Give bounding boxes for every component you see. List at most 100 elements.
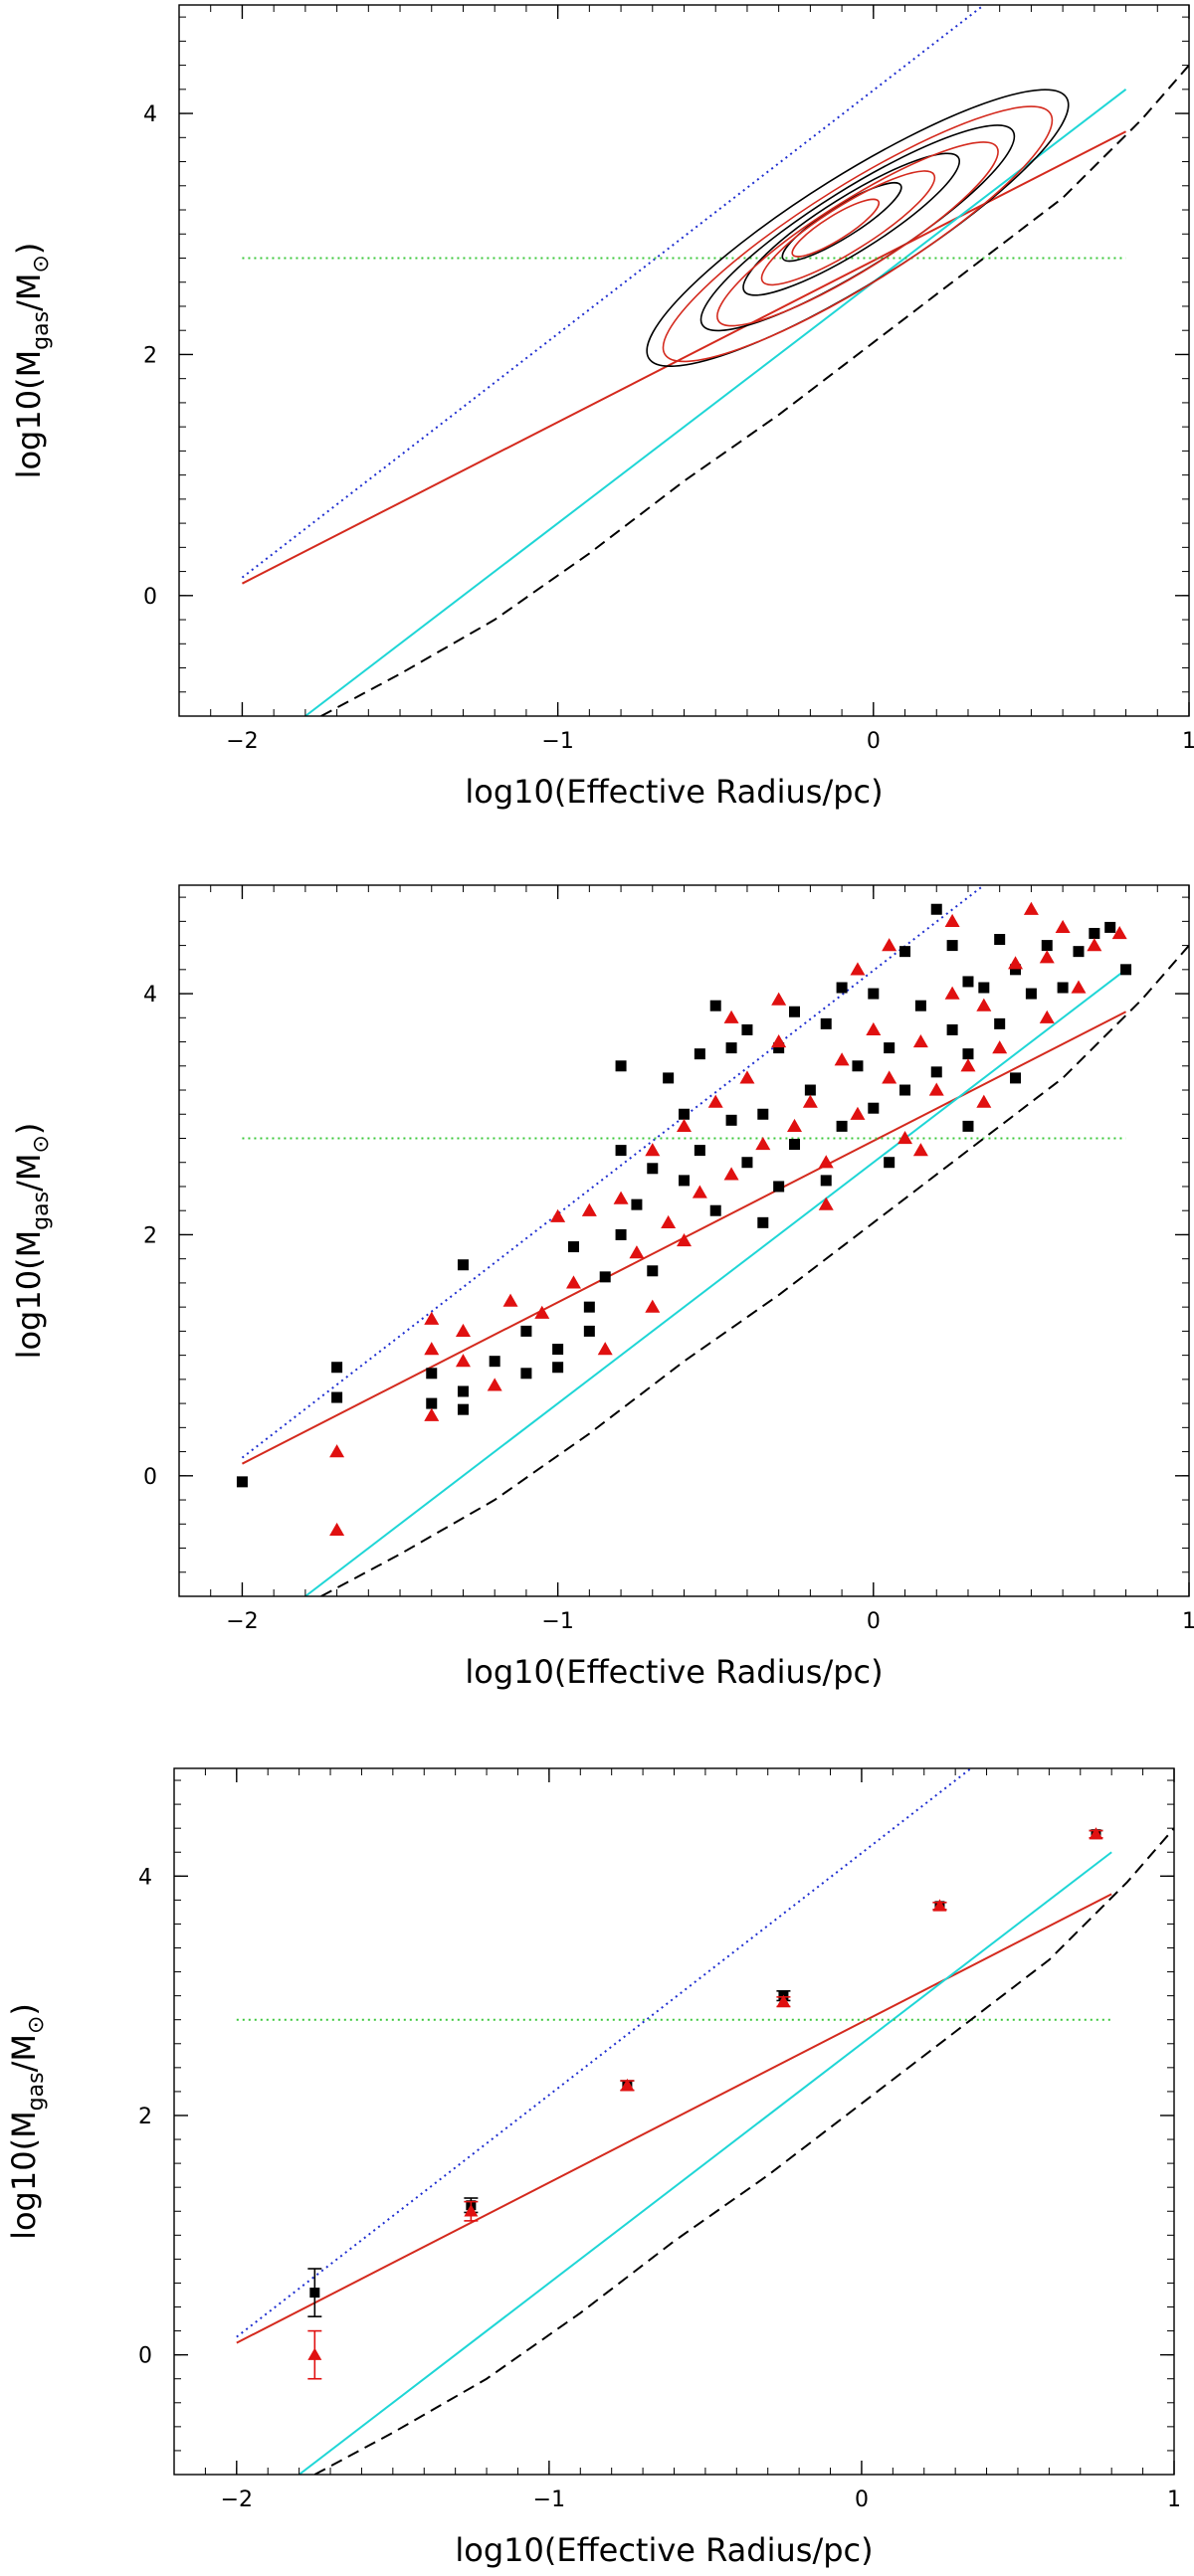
square-point: [868, 988, 880, 1000]
panel-scatter: −2 −1 0 1 0 2 4 log10(Effective Radius/pc) log10…: [10, 884, 1194, 1691]
triangle-point: [620, 2078, 635, 2092]
square-point: [694, 1145, 705, 1157]
triangle-point: [645, 1299, 661, 1313]
triangle-point: [912, 1143, 928, 1157]
x-tick-label: −2: [221, 2487, 253, 2512]
red-fit-line: [241, 130, 1127, 585]
y-label-part: /M: [10, 274, 48, 311]
square-point: [868, 1102, 880, 1114]
square-point: [962, 1048, 974, 1060]
blue-dotted-line: [241, 885, 985, 1459]
triangle-point: [818, 1196, 834, 1210]
square-point: [679, 1108, 690, 1120]
y-tick-label: 4: [143, 102, 157, 127]
triangle-point: [771, 1034, 787, 1048]
triangle-point: [776, 1994, 791, 2007]
square-point: [599, 1271, 611, 1283]
square-point: [647, 1163, 659, 1175]
y-tick-label: 0: [143, 585, 157, 610]
triangle-point: [882, 1070, 897, 1084]
cyan-line: [298, 1851, 1112, 2475]
square-point: [1057, 982, 1069, 994]
triangle-point: [707, 1094, 723, 1108]
y-label-subscript: gas: [29, 311, 54, 350]
plot-frame: [178, 4, 1190, 717]
square-point: [930, 1066, 942, 1078]
square-point: [1025, 988, 1037, 1000]
triangle-point: [1071, 980, 1087, 994]
triangle-point: [960, 1058, 976, 1072]
red-contour-3: [791, 198, 881, 258]
square-point: [1010, 1072, 1022, 1084]
y-tick-label: 4: [138, 1865, 152, 1890]
square-point: [994, 1017, 1006, 1029]
blue-dotted-line: [241, 5, 985, 579]
square-point: [930, 903, 942, 915]
square-point: [773, 1042, 785, 1054]
triangle-point: [928, 1082, 944, 1096]
black-contour-2: [742, 152, 961, 296]
panel-binned: −2 −1 0 1 0 2 4 log10(Effective Radius/pc) log10…: [5, 1767, 1181, 2569]
square-point: [615, 1228, 627, 1240]
triangle-point: [723, 1167, 739, 1181]
triangle-point: [944, 986, 960, 1000]
square-point: [567, 1241, 579, 1253]
black-dashed-line: [320, 944, 1189, 1596]
y-label-part: log10(M: [10, 1230, 48, 1360]
triangle-point: [424, 1407, 440, 1421]
triangle-point: [897, 1130, 913, 1145]
triangle-point: [1089, 1827, 1103, 1840]
square-point: [962, 1120, 974, 1132]
triangle-point: [329, 1444, 345, 1458]
triangle-point: [932, 1899, 947, 1912]
triangle-point: [307, 2347, 322, 2360]
plot-area: [236, 885, 1189, 1596]
square-point: [236, 1476, 248, 1488]
triangle-point: [818, 1155, 834, 1169]
square-point: [725, 1114, 737, 1126]
cyan-line: [304, 89, 1127, 716]
square-point: [946, 1023, 958, 1035]
x-tick-label: 1: [1182, 1609, 1194, 1634]
triangle-point: [677, 1118, 692, 1132]
square-point: [520, 1325, 532, 1337]
y-label-subscript: ⊙: [29, 255, 54, 273]
plot-area: [236, 1768, 1174, 2475]
square-point: [836, 1120, 848, 1132]
y-label-part: ): [10, 1123, 48, 1135]
square-point: [773, 1181, 785, 1193]
x-tick-label: 0: [855, 2487, 869, 2512]
red-fit-line: [236, 1893, 1112, 2344]
black-dashed-line: [313, 1827, 1174, 2475]
square-point: [884, 1157, 896, 1169]
y-tick-label: 2: [143, 343, 157, 368]
square-point: [583, 1325, 595, 1337]
square-point: [852, 1060, 864, 1072]
x-tick-label: 1: [1167, 2487, 1181, 2512]
triangle-point: [424, 1311, 440, 1325]
square-point: [978, 982, 990, 994]
square-point: [1089, 927, 1100, 939]
triangle-point: [534, 1305, 550, 1319]
triangle-point: [629, 1245, 645, 1259]
y-tick-label: 0: [138, 2344, 152, 2369]
triangle-point: [866, 1021, 882, 1036]
square-point: [489, 1356, 500, 1368]
y-axis-label: log10(Mgas/M⊙): [10, 243, 54, 479]
plot-frame: [173, 1767, 1175, 2476]
triangle-point: [755, 1137, 771, 1151]
square-point: [331, 1391, 343, 1403]
square-point: [725, 1042, 737, 1054]
x-tick-label: 0: [867, 1609, 881, 1634]
triangle-point: [692, 1185, 707, 1198]
triangle-point: [802, 1094, 818, 1108]
square-point: [884, 1042, 896, 1054]
x-axis-label: log10(Effective Radius/pc): [455, 2531, 873, 2569]
triangle-point: [565, 1275, 581, 1289]
y-tick-label: 2: [138, 2105, 152, 2129]
y-tick-label: 2: [143, 1223, 157, 1248]
triangle-point: [661, 1214, 677, 1228]
x-tick-label: 1: [1182, 729, 1194, 754]
y-label-part: /M: [5, 2034, 43, 2072]
blue-dotted-line: [236, 1768, 972, 2338]
